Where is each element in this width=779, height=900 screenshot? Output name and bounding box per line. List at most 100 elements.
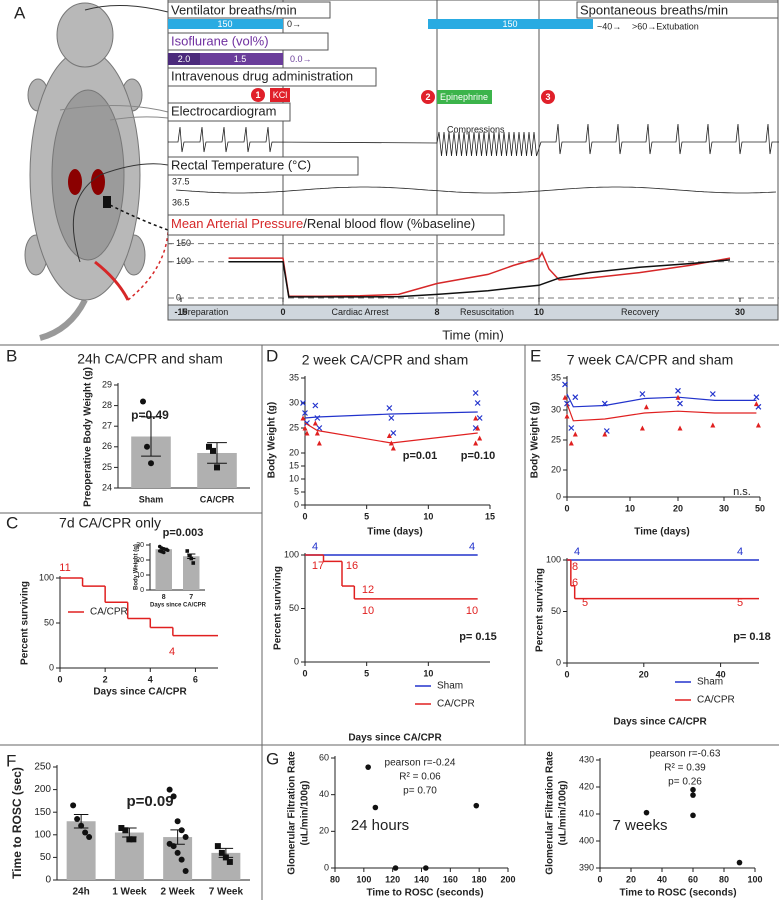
x-tick-label: 140 (414, 874, 429, 884)
count-label: 5 (737, 597, 743, 609)
y-tick-label: 410 (579, 808, 594, 818)
y-tick-label: 25 (551, 434, 561, 444)
annotation: 7 weeks (612, 817, 667, 834)
data-point (562, 381, 568, 388)
y-tick-label: 250 (34, 762, 51, 773)
x-tick-label: 2 Week (160, 887, 195, 898)
data-point (86, 834, 93, 841)
data-point (314, 415, 321, 421)
count-label: 4 (312, 541, 318, 553)
annotation: p=0.10 (461, 450, 496, 462)
legend-label: CA/CPR (697, 695, 735, 706)
data-point (302, 425, 308, 431)
data-point (386, 405, 393, 411)
data-point (118, 825, 125, 832)
y-tick-label: 50 (44, 617, 54, 627)
panel-label: F (6, 751, 16, 770)
x-tick-label: 40 (716, 669, 726, 679)
annotation: p=0.09 (126, 793, 173, 810)
chart-title: 7 week CA/CPR and sham (567, 352, 734, 368)
lead (72, 163, 169, 263)
y-tick-label: 0 (294, 499, 299, 509)
y-tick-label: 100 (284, 549, 299, 559)
rbf-label: /Renal blood flow (%baseline) (303, 216, 475, 231)
x-tick-label: 160 (443, 874, 458, 884)
x-tick-label: 120 (385, 874, 400, 884)
count-label: 11 (59, 562, 70, 574)
y-tick-label: 100 (546, 554, 561, 564)
y-tick-label: 24 (102, 482, 112, 492)
x-tick-label: 200 (500, 874, 515, 884)
data-line (566, 403, 757, 422)
y-tick-label: 25 (289, 422, 299, 432)
y-axis-label: (uL/min/100g) (300, 780, 311, 845)
y-tick-label: 40 (319, 789, 329, 799)
count-label: 10 (362, 605, 374, 617)
data-point (300, 415, 306, 421)
annotation: R² = 0.06 (399, 772, 441, 783)
step-marker (421, 90, 435, 104)
y-axis-label: Body Weight (g) (530, 402, 541, 478)
row-label-box (167, 102, 291, 122)
timeline: Ventilator breaths/min 150 0→ 150 Sponta… (167, 0, 779, 321)
data-point (302, 410, 308, 416)
y-tick-label: 15 (289, 460, 299, 470)
data-point (562, 394, 568, 400)
x-tick-label: 0 (280, 307, 285, 317)
x-tick-label: 0 (302, 511, 307, 521)
x-tick-label: 40 (657, 874, 667, 884)
bar (183, 556, 200, 590)
row-label: Ventilator breaths/min (171, 2, 297, 17)
rate-label: 150 (502, 19, 517, 29)
x-axis-label: Days since CA/CPR (613, 717, 707, 728)
x-tick-label: 180 (472, 874, 487, 884)
legend-label: CA/CPR (437, 699, 475, 710)
error-bar (141, 416, 161, 457)
data-point (390, 445, 396, 451)
count-label: 8 (572, 561, 578, 573)
kidney (68, 169, 82, 195)
x-tick-label: 8 (162, 594, 166, 601)
data-point (178, 827, 185, 834)
y-tick-label: 0 (45, 875, 51, 886)
data-point (390, 430, 397, 436)
annotation: p=0.01 (403, 450, 438, 462)
iso-label: 1.5 (234, 54, 247, 64)
data-point (312, 420, 318, 426)
data-point (602, 431, 608, 437)
temperature-trace (175, 186, 777, 194)
count-label: 10 (466, 605, 478, 617)
data-point (474, 400, 481, 406)
error-bar (207, 442, 227, 464)
x-axis-label: Time to ROSC (seconds) (619, 888, 736, 899)
data-line (304, 411, 478, 419)
row-label-box (167, 214, 505, 236)
x-tick-label: 24h (73, 887, 90, 898)
annotation: p=0.49 (131, 408, 169, 422)
probe (103, 196, 111, 208)
annotation: n.s. (733, 486, 751, 498)
y-tick-label: 0 (556, 491, 561, 501)
artery (94, 260, 130, 301)
data-point (82, 829, 89, 836)
count-label: 6 (572, 577, 578, 589)
data-point (144, 443, 150, 450)
x-tick-label: 5 (364, 511, 369, 521)
y-tick-label: 20 (551, 464, 561, 474)
x-tick-label: 50 (755, 503, 765, 513)
x-tick-label: 0 (302, 668, 307, 678)
y-tick-label: 0 (140, 587, 144, 594)
y-tick-label: 430 (579, 754, 594, 764)
x-tick-label: 7 Week (209, 887, 244, 898)
y-tick-label: 20 (136, 557, 144, 564)
y-tick-label: 150 (34, 807, 51, 818)
chart-title: 7d CA/CPR only (59, 515, 161, 531)
rate-label: 0→ (287, 19, 301, 29)
data-point (710, 422, 716, 428)
bar (155, 549, 172, 590)
step-number: 3 (545, 92, 550, 102)
y-tick-label: 390 (579, 862, 594, 872)
data-point (191, 561, 196, 565)
